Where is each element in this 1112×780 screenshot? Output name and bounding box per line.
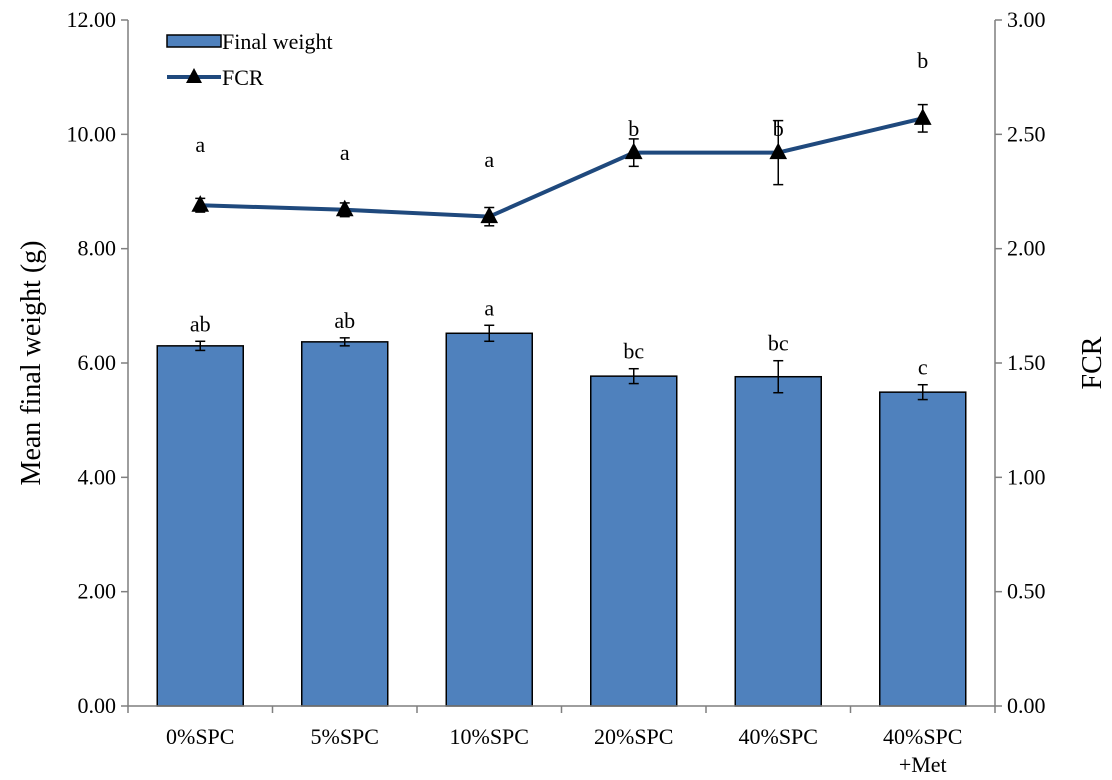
right-tick-label-0: 0.00 xyxy=(1007,693,1046,718)
bar-significance-labels: ab ab a bc bc c xyxy=(190,295,928,379)
fcr-marker-2 xyxy=(480,206,499,224)
x-tick-label-5-1: +Met xyxy=(899,752,947,777)
legend-label-fcr: FCR xyxy=(222,65,264,90)
left-tick-label-0: 0.00 xyxy=(78,693,117,718)
bar-error-2 xyxy=(484,324,495,343)
fcr-marker-0 xyxy=(191,195,210,212)
right-tick-label-3: 1.50 xyxy=(1007,350,1046,375)
bar-label-4: bc xyxy=(768,331,789,356)
right-tick-label-4: 2.00 xyxy=(1007,236,1046,261)
left-tick-label-6: 12.00 xyxy=(67,7,117,32)
right-tick-label-6: 3.00 xyxy=(1007,7,1046,32)
legend-swatch-final-weight xyxy=(166,34,222,48)
left-tick-label-4: 8.00 xyxy=(78,236,117,261)
bar-2 xyxy=(445,332,533,707)
bar-3 xyxy=(590,375,678,707)
fcr-label-0: a xyxy=(195,132,205,157)
x-tick-label-2-0: 10%SPC xyxy=(450,724,529,749)
bar-4 xyxy=(734,375,822,707)
bar-0 xyxy=(156,345,244,707)
x-tick-label-1-0: 5%SPC xyxy=(311,724,379,749)
right-tick-label-2: 1.00 xyxy=(1007,464,1046,489)
bar-error-4 xyxy=(773,359,784,394)
x-tick-label-5-0: 40%SPC xyxy=(883,724,962,749)
left-tick-label-2: 4.00 xyxy=(78,464,117,489)
x-tick-label-4-0: 40%SPC xyxy=(739,724,818,749)
fcr-label-4: b xyxy=(773,116,784,141)
bar-1 xyxy=(301,341,389,707)
right-tick-label-5: 2.50 xyxy=(1007,121,1046,146)
fcr-label-2: a xyxy=(484,147,494,172)
legend: Final weight FCR xyxy=(166,29,333,90)
right-tick-label-1: 0.50 xyxy=(1007,579,1046,604)
line-series-fcr: a a a b b b xyxy=(191,48,932,227)
x-tick-label-3-0: 20%SPC xyxy=(594,724,673,749)
fcr-marker-4 xyxy=(769,142,788,160)
bar-error-1 xyxy=(339,337,350,347)
bar-error-5 xyxy=(917,383,928,401)
x-tick-label-0-0: 0%SPC xyxy=(166,724,234,749)
left-tick-label-1: 2.00 xyxy=(78,579,117,604)
y-axis-title: Mean final weight (g) xyxy=(16,241,47,486)
left-tick-label-3: 6.00 xyxy=(78,350,117,375)
y2-axis-title: FCR xyxy=(1077,336,1108,389)
legend-label-final-weight: Final weight xyxy=(222,29,333,54)
bar-label-0: ab xyxy=(190,311,211,336)
fcr-label-5: b xyxy=(917,48,928,73)
fcr-marker-1 xyxy=(335,199,354,217)
fcr-label-3: b xyxy=(628,116,639,141)
fcr-marker-5 xyxy=(913,108,932,125)
fcr-line xyxy=(200,116,924,219)
left-tick-label-5: 10.00 xyxy=(67,121,117,146)
bar-label-2: a xyxy=(484,295,494,320)
fcr-label-1: a xyxy=(340,140,350,165)
bar-label-3: bc xyxy=(623,339,644,364)
legend-marker-fcr xyxy=(186,68,202,83)
bar-error-3 xyxy=(628,367,639,385)
bar-error-0 xyxy=(195,340,206,352)
axes: 0.00 2.00 4.00 6.00 8.00 10.00 12.00 0.00 0.50 1.… xyxy=(16,7,1108,777)
bar-error-bars xyxy=(195,324,928,401)
bar-5 xyxy=(879,391,967,707)
bar-label-5: c xyxy=(918,355,928,380)
fcr-marker-3 xyxy=(624,142,643,160)
bar-series-final-weight xyxy=(156,332,967,707)
bar-label-1: ab xyxy=(334,308,355,333)
